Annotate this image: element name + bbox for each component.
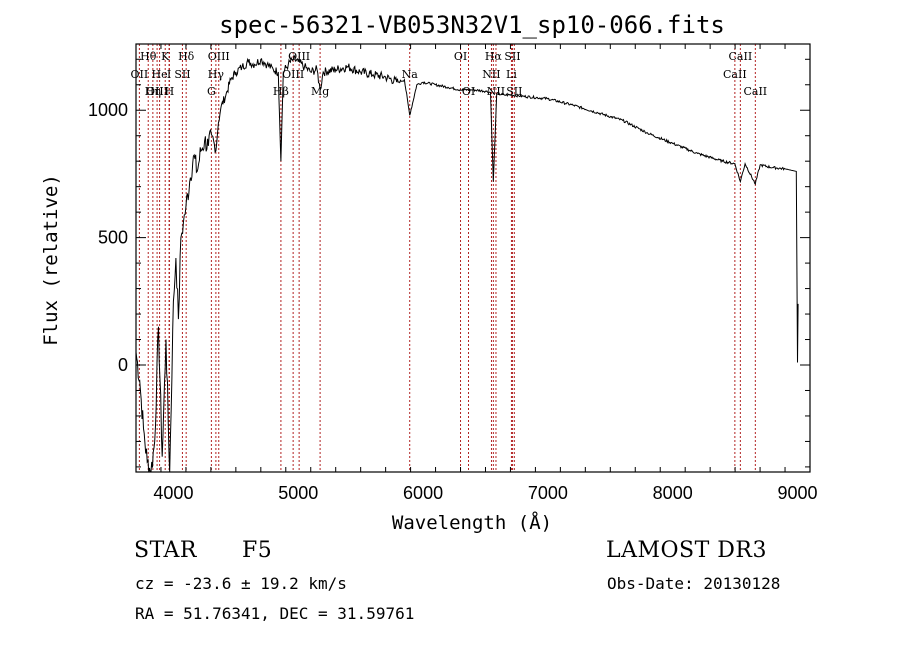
x-axis: 4000 5000 6000 7000 8000 9000	[135, 44, 818, 503]
spectral-line-label: H	[165, 85, 175, 98]
spectral-line-label: Na	[402, 68, 419, 81]
chart-title: spec-56321-VB053N32V1_sp10-066.fits	[219, 11, 725, 39]
spectral-line-markers	[138, 44, 756, 472]
spectral-line-label: Hδ	[178, 50, 195, 63]
spectral-line-label: OII	[131, 68, 149, 81]
y-tick-label: 1000	[88, 100, 128, 120]
x-tick-label: 5000	[278, 483, 318, 503]
spectral-line-label: NII	[482, 68, 500, 81]
spectral-line-label: Hγ	[208, 68, 225, 81]
obs-date: Obs-Date: 20130128	[607, 574, 781, 593]
coordinates: RA = 51.76341, DEC = 31.59761	[135, 604, 415, 623]
subclass: F5	[242, 538, 273, 563]
y-axis: 0 500 1000	[88, 58, 810, 468]
x-tick-label: 9000	[777, 483, 817, 503]
survey-name: LAMOST DR3	[606, 538, 767, 563]
x-tick-label: 4000	[153, 483, 193, 503]
spectral-line-label: K	[161, 50, 170, 63]
spectral-line-label: OI	[462, 85, 475, 98]
spectral-line-labels: Hθ OII OIII K He Hη IH Hδ SII OIII Hγ G OIII OIII Hβ Mg…	[131, 50, 768, 98]
spectrum-line	[135, 54, 799, 473]
spectral-line-label: CaII	[743, 85, 767, 98]
spectral-line-label: I	[167, 68, 171, 81]
spectral-line-label: SII	[174, 68, 190, 81]
spectral-line-label: He	[152, 68, 168, 81]
y-axis-label: Flux (relative)	[40, 174, 62, 346]
x-tick-label: 8000	[653, 483, 693, 503]
spectral-line-label: Mg	[311, 85, 329, 98]
y-tick-label: 0	[118, 355, 128, 375]
spectral-line-label: NII	[487, 85, 505, 98]
spectral-line-label: OIII	[282, 68, 304, 81]
spectral-line-label: CaII	[729, 50, 753, 63]
x-axis-label: Wavelength (Å)	[392, 511, 552, 534]
spectral-line-label: CaII	[723, 68, 747, 81]
spectral-line-label: Hη	[145, 85, 161, 98]
spectral-line-label: Hα	[485, 50, 503, 63]
spectral-line-label: SII	[504, 50, 520, 63]
x-tick-label: 6000	[403, 483, 443, 503]
x-tick-label: 7000	[528, 483, 568, 503]
plot-frame	[135, 43, 811, 473]
spectral-line-label: Hθ	[140, 50, 157, 63]
redshift-cz: cz = -23.6 ± 19.2 km/s	[135, 574, 347, 593]
spectral-line-label: Hβ	[273, 85, 289, 98]
spectral-line-label: OIII	[146, 85, 168, 98]
y-tick-label: 500	[98, 228, 128, 248]
spectral-line-label: Li	[506, 68, 517, 81]
spectral-line-label: OIII	[208, 50, 230, 63]
spectral-line-label: G	[207, 85, 216, 98]
object-type: STAR	[134, 538, 197, 563]
spectral-line-label: OI	[454, 50, 467, 63]
spectral-line-label: OIII	[288, 50, 310, 63]
